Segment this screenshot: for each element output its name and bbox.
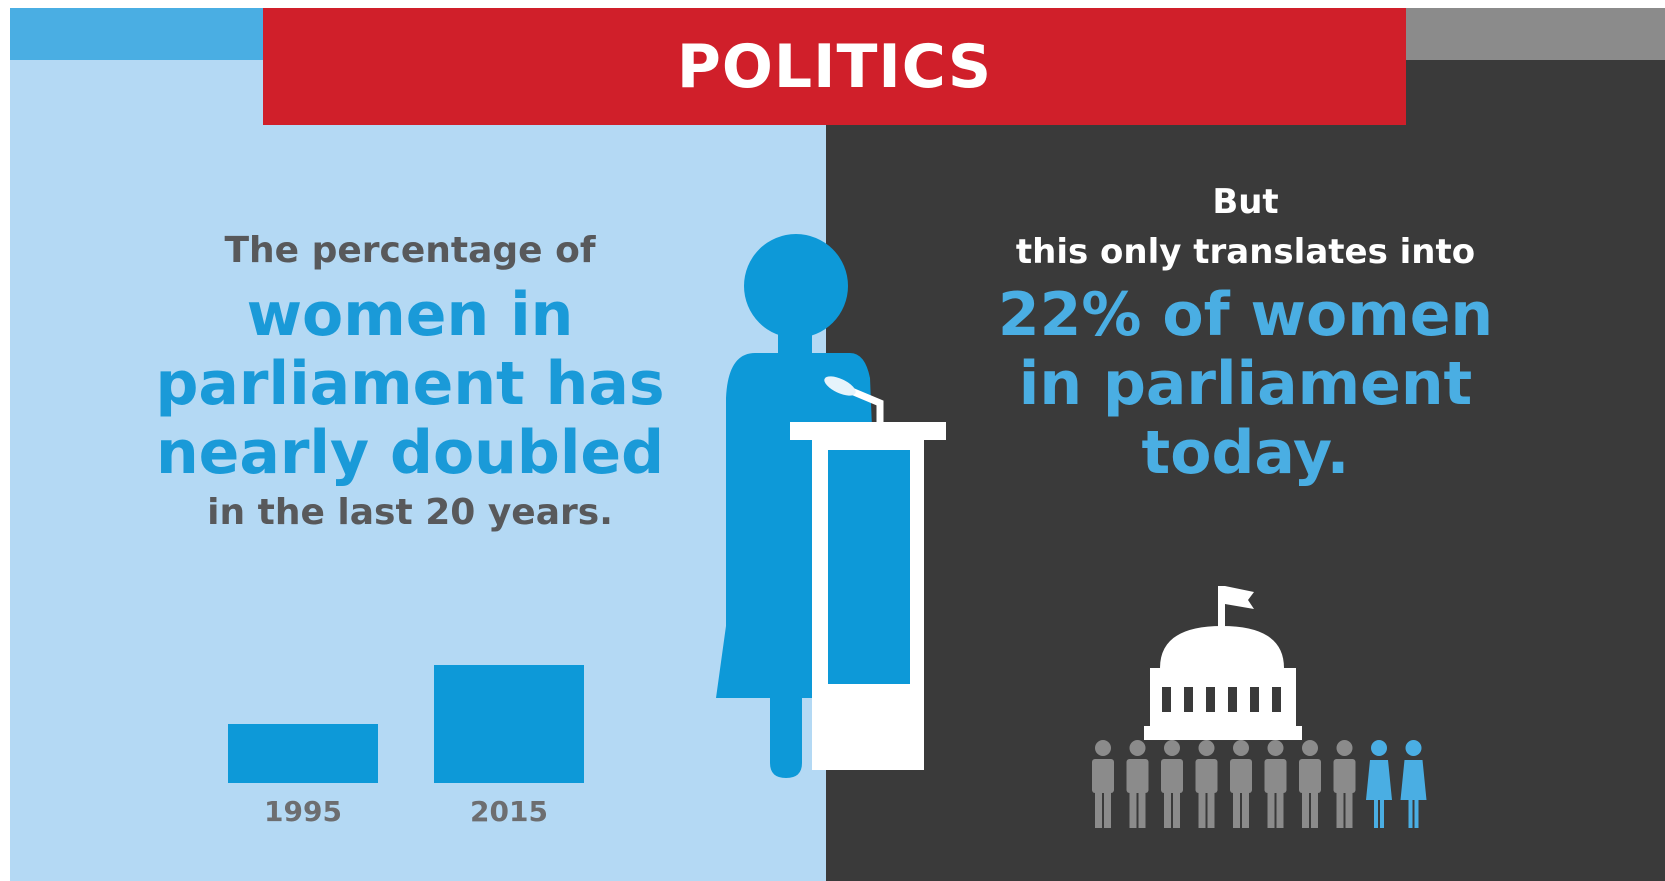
right-accent-strip — [1406, 8, 1665, 60]
right-highlight-line-2: in parliament — [1018, 349, 1473, 419]
page-title: POLITICS — [676, 31, 993, 102]
woman-at-podium-icon — [716, 234, 946, 778]
right-but-text: But — [1212, 182, 1279, 222]
right-translates-text: this only translates into — [1015, 232, 1476, 272]
man-person-icon — [1092, 740, 1114, 828]
man-person-icon — [1195, 740, 1218, 828]
woman-figure — [716, 234, 872, 778]
man-person-icon — [1264, 740, 1287, 828]
left-highlight-line-2: parliament has — [155, 349, 665, 419]
left-highlight-line-3: nearly doubled — [155, 418, 665, 488]
woman-person-icon — [1400, 740, 1427, 828]
woman-person-icon — [1366, 740, 1392, 828]
title-banner: POLITICS — [263, 8, 1406, 125]
podium — [790, 376, 946, 770]
bar-label-1995: 1995 — [264, 795, 342, 828]
infographic: POLITICS The percentage of women in parl… — [10, 8, 1665, 881]
man-person-icon — [1161, 740, 1183, 828]
left-intro-text: The percentage of — [224, 230, 596, 271]
man-person-icon — [1333, 740, 1356, 828]
bar-2015 — [434, 665, 584, 783]
left-highlight-line-1: women in — [246, 280, 574, 350]
right-highlight-line-3: today. — [1141, 418, 1350, 488]
left-outro-text: in the last 20 years. — [207, 492, 613, 533]
bar-label-2015: 2015 — [470, 795, 548, 828]
bar-1995 — [228, 724, 378, 783]
left-accent-strip — [10, 8, 263, 60]
left-panel — [10, 8, 826, 881]
people-row-icon — [1092, 740, 1427, 828]
man-person-icon — [1230, 740, 1252, 828]
man-person-icon — [1126, 740, 1149, 828]
parliament-building-icon — [1144, 586, 1302, 740]
right-highlight-line-1: 22% of women — [997, 280, 1494, 350]
man-person-icon — [1299, 740, 1321, 828]
